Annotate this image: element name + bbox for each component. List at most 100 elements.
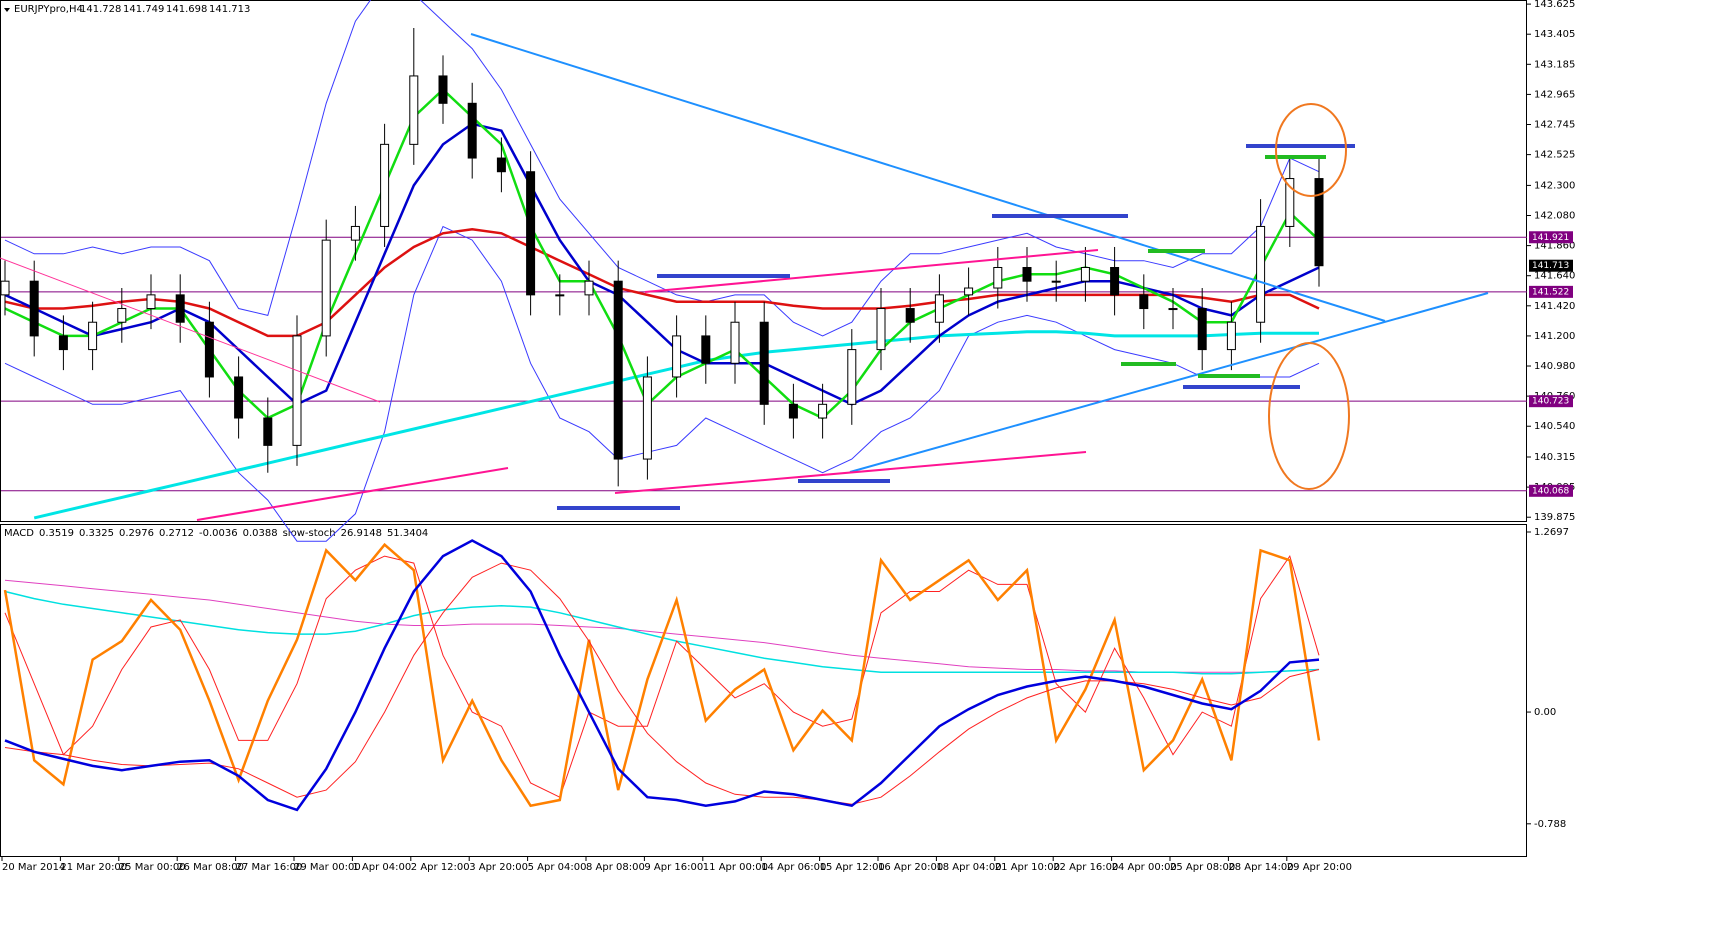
- header: EURJPYpro,H4: [4, 4, 83, 15]
- candle-body: [88, 321, 98, 351]
- candle-body: [759, 321, 769, 405]
- indicator-line: [4, 579, 1320, 673]
- x-tick-label: 22 Apr 16:00: [1053, 862, 1118, 873]
- candle-body: [584, 280, 594, 296]
- candle-body: [526, 171, 536, 296]
- trendline: [196, 467, 509, 521]
- price-badge: [1529, 285, 1573, 298]
- candle-body: [905, 308, 915, 323]
- y-tick-label: 140.315: [1534, 452, 1575, 463]
- y-tick-label: -0.788: [1534, 819, 1566, 830]
- highlight-ellipse: [1275, 103, 1347, 197]
- x-tick-label: 26 Mar 08:00: [177, 862, 244, 873]
- x-tick-label: 21 Apr 10:00: [995, 862, 1060, 873]
- x-tick-label: 2 Apr 12:00: [411, 862, 470, 873]
- y-tick-label: 143.625: [1534, 0, 1575, 10]
- y-tick-label: 139.875: [1534, 512, 1575, 523]
- header-icon: [4, 8, 10, 12]
- candle-body: [672, 335, 682, 378]
- y-tick-label: 141.640: [1534, 271, 1575, 282]
- x-tick-label: 11 Apr 00:00: [703, 862, 768, 873]
- candle-body: [409, 75, 419, 145]
- x-tick-label: 5 Apr 04:00: [528, 862, 587, 873]
- candle-body: [496, 157, 506, 173]
- candle-body: [1285, 178, 1295, 227]
- indicator-line: [3, 542, 1321, 808]
- x-tick-label: 14 Apr 06:00: [761, 862, 826, 873]
- x-tick-label: 8 Apr 08:00: [586, 862, 645, 873]
- candle-body: [467, 102, 477, 159]
- indicator-line: [4, 225, 1320, 542]
- indicator-line: [4, 539, 1320, 812]
- price-badge: [1529, 484, 1573, 497]
- candle-body: [1197, 308, 1207, 351]
- plot: 141.728 141.749 141.698 141.713 MACD 0.3519 0.…: [0, 0, 1575, 873]
- candle-body: [1110, 266, 1120, 296]
- candle-body: [1051, 280, 1061, 283]
- main-panel: [0, 0, 1527, 522]
- indicator-name: MACD: [4, 528, 34, 539]
- candle-body: [613, 280, 623, 460]
- y-tick-label: 141.420: [1534, 301, 1575, 312]
- indicator-value: 51.3404: [387, 528, 428, 539]
- trendline: [614, 451, 1087, 494]
- candle-body: [847, 349, 857, 405]
- candle-body: [438, 75, 448, 104]
- annotations: [0, 33, 1489, 521]
- indicator-value: 26.9148: [341, 528, 382, 539]
- indicator-value: 0.3325: [79, 528, 114, 539]
- candle-body: [1080, 266, 1090, 282]
- candle-body: [818, 403, 828, 419]
- y-tick-label: 141.200: [1534, 331, 1575, 342]
- y-tick-label: 143.185: [1534, 59, 1575, 70]
- x-tick-label: 1 Apr 04:00: [352, 862, 411, 873]
- candle-body: [263, 417, 273, 446]
- highlight-ellipse: [1268, 342, 1350, 490]
- candle-body: [1139, 294, 1149, 310]
- candle-body: [58, 335, 68, 351]
- indicator-line: [4, 0, 1320, 337]
- indicator-value: 0.3519: [39, 528, 74, 539]
- header-value: 141.749: [123, 4, 164, 15]
- trendline: [849, 292, 1489, 473]
- header-value: 141.698: [166, 4, 207, 15]
- candle-body: [350, 225, 360, 241]
- x-tick-label: 25 Mar 00:00: [119, 862, 186, 873]
- trendline: [0, 257, 381, 403]
- x-tick-label: 29 Apr 20:00: [1287, 862, 1352, 873]
- candle-body: [993, 266, 1003, 289]
- price-label: 141.921: [1532, 233, 1569, 243]
- x-tick-label: 20 Mar 2014: [2, 862, 65, 873]
- y-tick-label: 143.405: [1534, 29, 1575, 40]
- indicator-line: [4, 554, 1320, 798]
- candle-body: [1256, 225, 1266, 323]
- y-tick-label: 142.300: [1534, 180, 1575, 191]
- candle-body: [876, 308, 886, 351]
- candle-body: [1022, 266, 1032, 282]
- candle-body: [380, 143, 390, 227]
- indicator-line: [4, 122, 1320, 406]
- header-value: 141.713: [209, 4, 250, 15]
- candle-body: [642, 376, 652, 460]
- candle-body: [701, 335, 711, 364]
- trendline: [470, 33, 1386, 322]
- x-tick-label: 24 Apr 00:00: [1112, 862, 1177, 873]
- indicator-value: 0.0388: [243, 528, 278, 539]
- trendline: [644, 249, 1099, 293]
- candle-body: [934, 294, 944, 323]
- candle-body: [29, 280, 39, 337]
- indicator-line: [4, 227, 1320, 338]
- candle-body: [1168, 308, 1178, 311]
- candle-body: [0, 280, 10, 296]
- candle-body: [730, 321, 740, 364]
- x-tick-label: 9 Apr 16:00: [644, 862, 703, 873]
- header-value: 141.728: [80, 4, 121, 15]
- indicator-value: -0.0036: [199, 528, 238, 539]
- indicator-value: 0.2712: [159, 528, 194, 539]
- x-tick-label: 15 Apr 12:00: [820, 862, 885, 873]
- candle-body: [788, 403, 798, 419]
- y-tick-label: 142.965: [1534, 89, 1575, 100]
- x-tick-label: 21 Mar 20:00: [60, 862, 127, 873]
